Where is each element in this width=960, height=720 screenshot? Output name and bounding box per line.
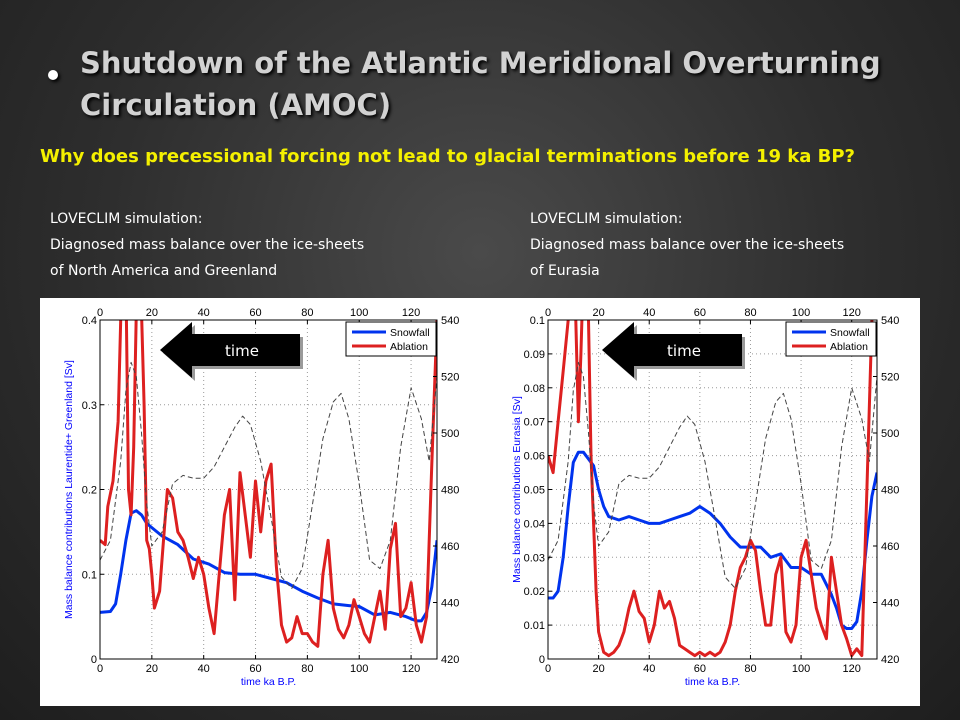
x-tick-label: 120 [402,663,420,675]
x-tick-label: 80 [744,663,756,675]
legend-label-ablation: Ablation [390,341,428,353]
y2-tick-label: 480 [881,485,899,497]
x-tick-label-top: 60 [249,307,261,319]
x-tick-label-top: 20 [592,307,604,319]
x-axis-title: time ka B.P. [685,676,740,688]
x-tick-label: 0 [545,663,551,675]
x-tick-label: 60 [249,663,261,675]
y-tick-label: 0.1 [530,315,545,327]
time-arrow-label: time [667,342,701,360]
y-tick-label: 0.08 [524,383,545,395]
y2-tick-label: 520 [881,372,899,384]
y-tick-label: 0.2 [82,485,97,497]
left-simulation-caption: LOVECLIM simulation: Diagnosed mass bala… [50,206,364,284]
time-arrow-shape [160,322,300,378]
y-tick-label: 0.09 [524,349,545,361]
x-tick-label-top: 100 [350,307,368,319]
time-arrow: time [160,322,303,381]
left-caption-line-1: LOVECLIM simulation: [50,211,203,227]
x-tick-label-top: 40 [643,307,655,319]
series-ablation-line [100,320,437,648]
x-tick-label-top: 0 [545,307,551,319]
insolation-dashed-line [548,361,877,589]
time-arrow: time [602,322,745,381]
x-tick-label: 40 [643,663,655,675]
y-tick-label: 0.05 [524,485,545,497]
legend-label-snowfall: Snowfall [830,327,870,339]
y2-tick-label: 500 [881,428,899,440]
y2-tick-label: 500 [441,428,459,440]
insolation-dashed-line [100,361,437,589]
y2-tick-label: 460 [441,541,459,553]
y-tick-label: 0.01 [524,620,545,632]
time-arrow-label: time [225,342,259,360]
laurentide-greenland-chart: 00202040406060808010010012012000.10.20.3… [63,307,459,688]
x-tick-label-top: 80 [301,307,313,319]
y2-tick-label: 540 [881,315,899,327]
series-group [100,320,437,648]
x-tick-label-top: 60 [694,307,706,319]
y2-tick-label: 440 [881,598,899,610]
slide-title: Shutdown of the Atlantic Meridional Over… [80,46,881,122]
x-tick-label: 20 [592,663,604,675]
figure-panel: 0 0 20 20 40 40 60 60 80 80 100 100 120 120 0 0.1 0.2 0.3… [40,298,920,706]
y2-tick-label: 520 [441,372,459,384]
x-tick-label: 100 [350,663,368,675]
legend: Snowfall Ablation [345,321,437,357]
x-tick-label: 20 [146,663,158,675]
x-axis-title: time ka B.P. [241,676,296,688]
x-tick-label-top: 40 [198,307,210,319]
legend-box [785,321,877,357]
y-tick-label: 0 [539,654,545,666]
chart-0-plot: 00202040406060808010010012012000.10.20.3… [63,307,459,688]
series-group [548,320,877,658]
right-caption-line-1: LOVECLIM simulation: [530,211,683,227]
y-tick-label: 0.07 [524,417,545,429]
x-tick-label-top: 80 [744,307,756,319]
y-tick-label: 0.02 [524,586,545,598]
y2-tick-label: 440 [441,598,459,610]
series-ablation-line [548,320,874,658]
x-tick-label-top: 20 [146,307,158,319]
left-caption-line-3: of North America and Greenland [50,263,278,279]
y2-tick-label: 420 [441,654,459,666]
x-tick-label-top: 100 [792,307,810,319]
y2-tick-label: 460 [881,541,899,553]
x-tick-label-top: 120 [402,307,420,319]
y-tick-label: 0.4 [82,315,97,327]
x-tick-label: 60 [694,663,706,675]
legend-label-ablation: Ablation [830,341,868,353]
x-tick-label: 0 [97,663,103,675]
x-tick-label-top: 0 [97,307,103,319]
y-tick-label: 0.1 [82,569,97,581]
x-tick-label: 40 [198,663,210,675]
y-axis-title: Mass balance contributions Laurentide+ G… [63,360,75,619]
y2-tick-label: 480 [441,485,459,497]
x-tick-label: 100 [792,663,810,675]
y-tick-label: 0.04 [524,518,545,530]
time-arrow-shape [602,322,742,378]
slide-subtitle: Why does precessional forcing not lead t… [40,146,855,167]
y2-tick-label: 540 [441,315,459,327]
x-tick-label: 120 [843,663,861,675]
legend-label-snowfall: Snowfall [390,327,430,339]
x-tick-label: 80 [301,663,313,675]
y-tick-label: 0.03 [524,552,545,564]
y-axis-title: Mass balance contributions Eurasia [Sv] [511,396,523,583]
right-caption-line-2: Diagnosed mass balance over the ice-shee… [530,237,845,253]
left-caption-line-2: Diagnosed mass balance over the ice-shee… [50,237,365,253]
y2-tick-label: 420 [881,654,899,666]
legend-box [345,321,437,357]
x-tick-label-top: 120 [843,307,861,319]
y-tick-label: 0.06 [524,451,545,463]
legend: Snowfall Ablation [785,321,877,357]
right-simulation-caption: LOVECLIM simulation: Diagnosed mass bala… [530,206,844,284]
bullet-icon [48,70,58,80]
eurasia-chart: 00202040406060808010010012012000.010.020… [511,307,899,688]
y-tick-label: 0.3 [82,400,97,412]
chart-1-plot: 00202040406060808010010012012000.010.020… [511,307,899,688]
right-caption-line-3: of Eurasia [530,263,600,279]
y-tick-label: 0 [91,654,97,666]
